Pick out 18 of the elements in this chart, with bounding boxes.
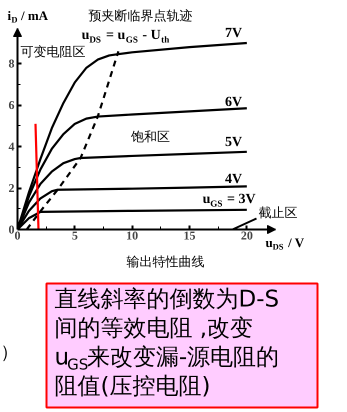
text: ） — [0, 342, 18, 363]
annotation: 截止区 — [258, 206, 298, 221]
annotation: 饱和区 — [130, 130, 170, 145]
x-tick-label: 15 — [184, 228, 196, 242]
y-tick-label: 4 — [8, 140, 14, 154]
series-label: 4V — [225, 172, 242, 187]
annotation: 可变电阻区 — [20, 45, 86, 60]
series-label: 7V — [225, 26, 242, 41]
text: 输出特性曲线 — [126, 255, 204, 270]
x-tick-label: 20 — [240, 228, 253, 242]
y-tick-label: 6 — [8, 98, 14, 112]
text: 预夹断临界点轨迹 — [88, 8, 192, 24]
series-label: 6V — [225, 95, 242, 110]
x-tick-label: 5 — [72, 228, 78, 242]
y-tick-label: 2 — [8, 181, 14, 196]
series-label: 5V — [225, 135, 242, 150]
y-tick-label: 8 — [8, 56, 14, 71]
x-tick-label: 10 — [126, 228, 138, 242]
